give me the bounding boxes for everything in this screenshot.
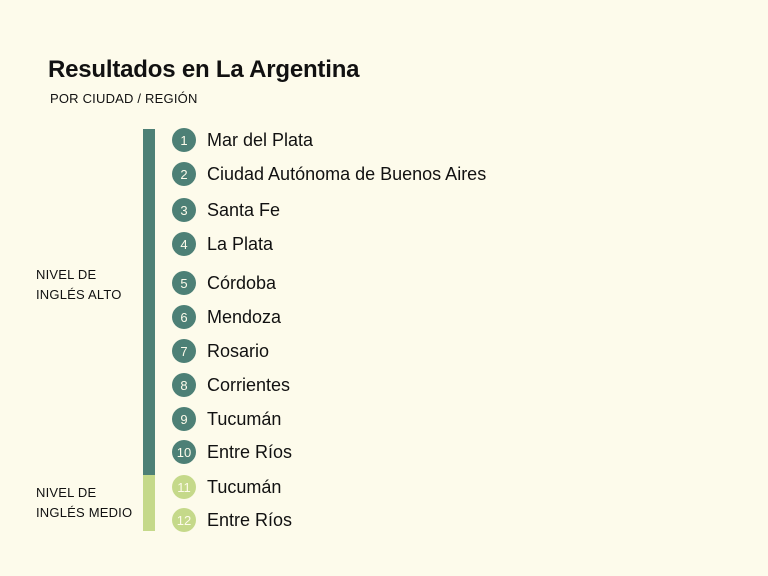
rank-number-badge: 12 bbox=[172, 508, 196, 532]
ranking-item: 9 Tucumán bbox=[172, 407, 281, 431]
rank-city-name: Santa Fe bbox=[207, 199, 281, 220]
ranking-item: 1 Mar del Plata bbox=[172, 128, 313, 152]
rank-city-name: Entre Ríos bbox=[207, 441, 293, 462]
rank-number-badge: 4 bbox=[172, 232, 196, 256]
ranking-item: 11 Tucumán bbox=[172, 475, 281, 499]
ranking-item: 12 Entre Ríos bbox=[172, 508, 292, 532]
rank-number-badge: 6 bbox=[172, 305, 196, 329]
level-label-mid: NIVEL DE INGLÉS MEDIO bbox=[36, 483, 132, 523]
page-title: Resultados en La Argentina bbox=[48, 56, 360, 83]
rank-city-name: La Plata bbox=[207, 233, 274, 254]
level-label-mid-line2: INGLÉS MEDIO bbox=[36, 505, 133, 520]
rank-number-badge: 1 bbox=[172, 128, 196, 152]
rank-city-name: Entre Ríos bbox=[207, 509, 293, 530]
rank-number-badge: 11 bbox=[172, 475, 196, 499]
level-bar-mid bbox=[143, 475, 155, 531]
page-subtitle: POR CIUDAD / REGIÓN bbox=[50, 91, 198, 106]
ranking-item: 5 Córdoba bbox=[172, 271, 276, 295]
ranking-item: 2 Ciudad Autónoma de Buenos Aires bbox=[172, 162, 486, 186]
ranking-item: 10 Entre Ríos bbox=[172, 440, 292, 464]
level-label-high-line2: INGLÉS ALTO bbox=[36, 287, 122, 302]
rank-city-name: Ciudad Autónoma de Buenos Aires bbox=[207, 163, 487, 184]
rank-number-badge: 3 bbox=[172, 198, 196, 222]
rank-city-name: Corrientes bbox=[207, 374, 291, 395]
rank-number-badge: 10 bbox=[172, 440, 196, 464]
rank-number-badge: 5 bbox=[172, 271, 196, 295]
level-label-high: NIVEL DE INGLÉS ALTO bbox=[36, 265, 122, 305]
ranking-item: 7 Rosario bbox=[172, 339, 269, 363]
rank-city-name: Córdoba bbox=[207, 272, 277, 293]
ranking-item: 4 La Plata bbox=[172, 232, 273, 256]
level-bar-high bbox=[143, 129, 155, 475]
level-label-high-line1: NIVEL DE bbox=[36, 267, 97, 282]
ranking-item: 6 Mendoza bbox=[172, 305, 281, 329]
rank-city-name: Mendoza bbox=[207, 306, 282, 327]
ranking-item: 3 Santa Fe bbox=[172, 198, 280, 222]
rank-number-badge: 7 bbox=[172, 339, 196, 363]
rank-number-badge: 8 bbox=[172, 373, 196, 397]
rank-city-name: Rosario bbox=[207, 340, 270, 361]
rank-city-name: Tucumán bbox=[207, 476, 282, 497]
rank-number-badge: 2 bbox=[172, 162, 196, 186]
ranking-item: 8 Corrientes bbox=[172, 373, 290, 397]
level-label-mid-line1: NIVEL DE bbox=[36, 485, 97, 500]
rank-city-name: Mar del Plata bbox=[207, 129, 314, 150]
rank-number-badge: 9 bbox=[172, 407, 196, 431]
rank-city-name: Tucumán bbox=[207, 408, 282, 429]
